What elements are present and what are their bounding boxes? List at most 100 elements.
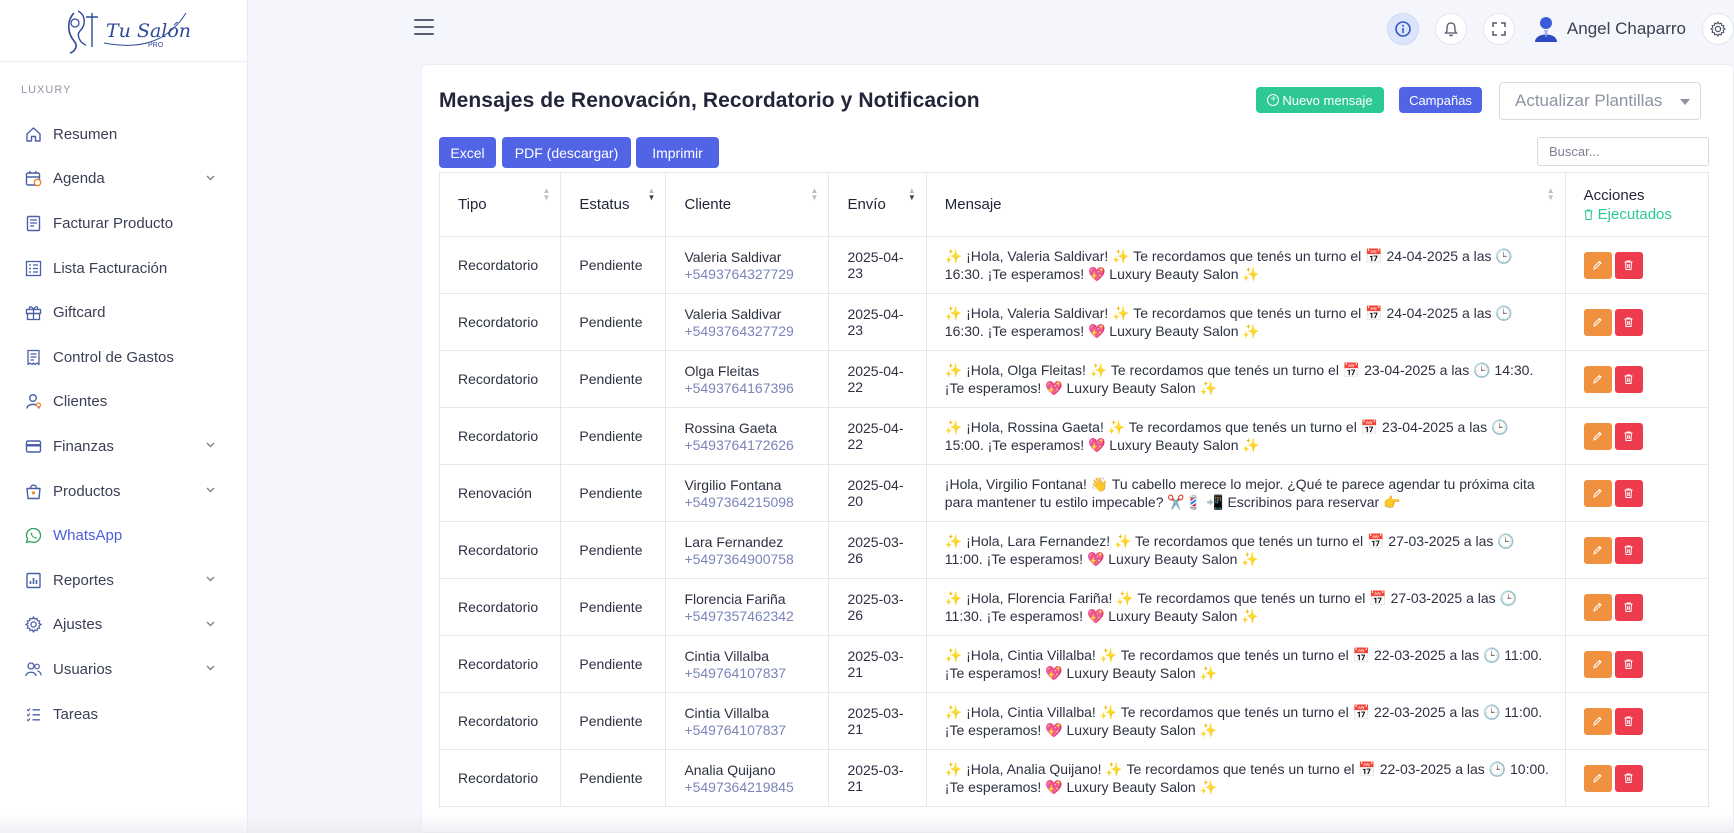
cell-estatus: Pendiente: [560, 350, 667, 408]
salon-logo-icon: Tu Salón PRO: [67, 9, 191, 54]
table-row: Recordatorio Pendiente Cintia Villalba +549…: [438, 692, 1710, 750]
print-button[interactable]: Imprimir: [636, 137, 719, 168]
cell-mensaje: ✨ ¡Hola, Analia Quijano! ✨ Te recordamos…: [925, 749, 1566, 807]
user-name: Angel Chaparro: [1566, 19, 1686, 38]
delete-icon[interactable]: [1614, 650, 1643, 678]
export-excel-button[interactable]: Excel: [439, 137, 496, 168]
delete-icon[interactable]: [1614, 593, 1643, 621]
edit-icon[interactable]: [1583, 422, 1612, 450]
cell-tipo: Recordatorio: [438, 692, 562, 750]
sidebar-item-tareas[interactable]: Tareas: [0, 692, 247, 737]
tasks-icon: [24, 705, 42, 723]
cell-envio: 2025-04-22: [828, 350, 927, 408]
edit-icon[interactable]: [1583, 764, 1612, 792]
edit-icon[interactable]: [1583, 593, 1612, 621]
settings-gear-icon[interactable]: [1702, 13, 1734, 45]
sidebar-item-reportes[interactable]: Reportes: [0, 558, 247, 603]
campaigns-button[interactable]: Campañas: [1399, 87, 1482, 113]
column-header-estatus[interactable]: Estatus ▲ ▼: [560, 172, 667, 237]
sort-icon: ▲ ▼: [810, 186, 819, 202]
delete-icon[interactable]: [1614, 365, 1643, 393]
cell-tipo: Renovación: [438, 464, 562, 522]
ejecutados-link[interactable]: Ejecutados: [1584, 206, 1708, 223]
gift-icon: [24, 304, 42, 322]
svg-text:Tu Salón: Tu Salón: [106, 20, 191, 42]
delete-icon[interactable]: [1614, 536, 1643, 564]
sidebar-item-control-de-gastos[interactable]: Control de Gastos: [0, 335, 247, 380]
sidebar-item-usuarios[interactable]: Usuarios: [0, 647, 247, 692]
table-row: Recordatorio Pendiente Valeria Saldivar +54…: [438, 293, 1710, 351]
fullscreen-icon[interactable]: [1482, 13, 1515, 45]
edit-icon[interactable]: [1583, 536, 1612, 564]
invoice-icon: [24, 214, 42, 232]
column-header-mensaje[interactable]: Mensaje ▲ ▼: [925, 172, 1566, 237]
cell-cliente: Valeria Saldivar +5493764327729: [665, 236, 830, 294]
delete-icon[interactable]: [1614, 308, 1643, 336]
sort-icon: ▲ ▼: [1546, 186, 1555, 202]
info-icon[interactable]: [1386, 13, 1419, 45]
table-row: Recordatorio Pendiente Valeria Saldivar +54…: [438, 236, 1710, 294]
new-message-button[interactable]: + Nuevo mensaje: [1256, 87, 1384, 113]
cell-acciones: [1564, 236, 1710, 294]
sidebar-item-facturar-producto[interactable]: Facturar Producto: [0, 201, 247, 246]
search-input[interactable]: [1537, 137, 1709, 166]
calendar-icon: [24, 170, 42, 188]
column-header-cliente[interactable]: Cliente ▲ ▼: [665, 172, 830, 237]
sort-icon: ▲ ▼: [542, 186, 551, 202]
cell-cliente: Valeria Saldivar +5493764327729: [665, 293, 830, 351]
chevron-down-icon: [203, 172, 217, 186]
sidebar-item-agenda[interactable]: Agenda: [0, 157, 247, 202]
edit-icon[interactable]: [1583, 251, 1612, 279]
cell-mensaje: ✨ ¡Hola, Valeria Saldivar! ✨ Te recordam…: [925, 236, 1566, 294]
edit-icon[interactable]: [1583, 308, 1612, 336]
notification-bell-icon[interactable]: [1434, 13, 1467, 45]
cell-estatus: Pendiente: [560, 464, 667, 522]
sidebar-item-label: Lista Facturación: [53, 259, 168, 277]
edit-icon[interactable]: [1583, 650, 1612, 678]
cell-envio: 2025-03-26: [828, 578, 927, 636]
messages-card: Mensajes de Renovación, Recordatorio y N…: [421, 64, 1734, 833]
client-name: Lara Fernandez: [684, 533, 784, 550]
sidebar-item-giftcard[interactable]: Giftcard: [0, 290, 247, 335]
cell-cliente: Florencia Fariña +5497357462342: [665, 578, 830, 636]
edit-icon[interactable]: [1583, 479, 1612, 507]
sidebar-item-whatsapp[interactable]: WhatsApp: [0, 513, 247, 558]
cell-cliente: Cintia Villalba +549764107837: [665, 635, 830, 693]
sidebar-item-label: Agenda: [53, 170, 105, 188]
cell-acciones: [1564, 635, 1710, 693]
cell-envio: 2025-03-26: [828, 521, 927, 579]
menu-toggle-icon[interactable]: [414, 19, 434, 37]
column-header-envio[interactable]: Envío ▲ ▼: [828, 172, 927, 237]
plus-circle-icon: +: [1267, 94, 1280, 106]
export-pdf-button[interactable]: PDF (descargar): [502, 137, 631, 168]
client-phone: +5497364900758: [684, 550, 794, 567]
delete-icon[interactable]: [1614, 764, 1643, 792]
cell-cliente: Cintia Villalba +549764107837: [665, 692, 830, 750]
delete-icon[interactable]: [1614, 479, 1643, 507]
sidebar-item-clientes[interactable]: Clientes: [0, 380, 247, 425]
cell-cliente: Olga Fleitas +5493764167396: [665, 350, 830, 408]
table-row: Recordatorio Pendiente Olga Fleitas +549376…: [438, 350, 1710, 408]
sidebar-item-resumen[interactable]: Resumen: [0, 112, 247, 157]
client-name: Cintia Villalba: [684, 704, 770, 721]
cell-tipo: Recordatorio: [438, 293, 562, 351]
column-header-tipo[interactable]: Tipo ▲ ▼: [438, 172, 562, 237]
client-name: Florencia Fariña: [684, 590, 786, 607]
delete-icon[interactable]: [1614, 707, 1643, 735]
update-templates-dropdown[interactable]: Actualizar Plantillas: [1499, 82, 1701, 120]
edit-icon[interactable]: [1583, 365, 1612, 393]
delete-icon[interactable]: [1614, 251, 1643, 279]
brand-logo[interactable]: Tu Salón PRO: [0, 0, 247, 62]
sidebar-item-lista-facturacion[interactable]: Lista Facturación: [0, 246, 247, 291]
sidebar-item-ajustes[interactable]: Ajustes: [0, 603, 247, 648]
sidebar-item-productos[interactable]: Productos: [0, 469, 247, 514]
settings-icon: [24, 616, 42, 634]
edit-icon[interactable]: [1583, 707, 1612, 735]
sidebar-item-finanzas[interactable]: Finanzas: [0, 424, 247, 469]
table-row: Recordatorio Pendiente Lara Fernandez +5497…: [438, 521, 1710, 579]
table-row: Recordatorio Pendiente Cintia Villalba +549…: [438, 635, 1710, 693]
client-phone: +5497364219845: [684, 778, 794, 795]
delete-icon[interactable]: [1614, 422, 1643, 450]
user-menu[interactable]: Angel Chaparro: [1534, 16, 1686, 42]
cell-cliente: Analia Quijano +5497364219845: [665, 749, 830, 807]
